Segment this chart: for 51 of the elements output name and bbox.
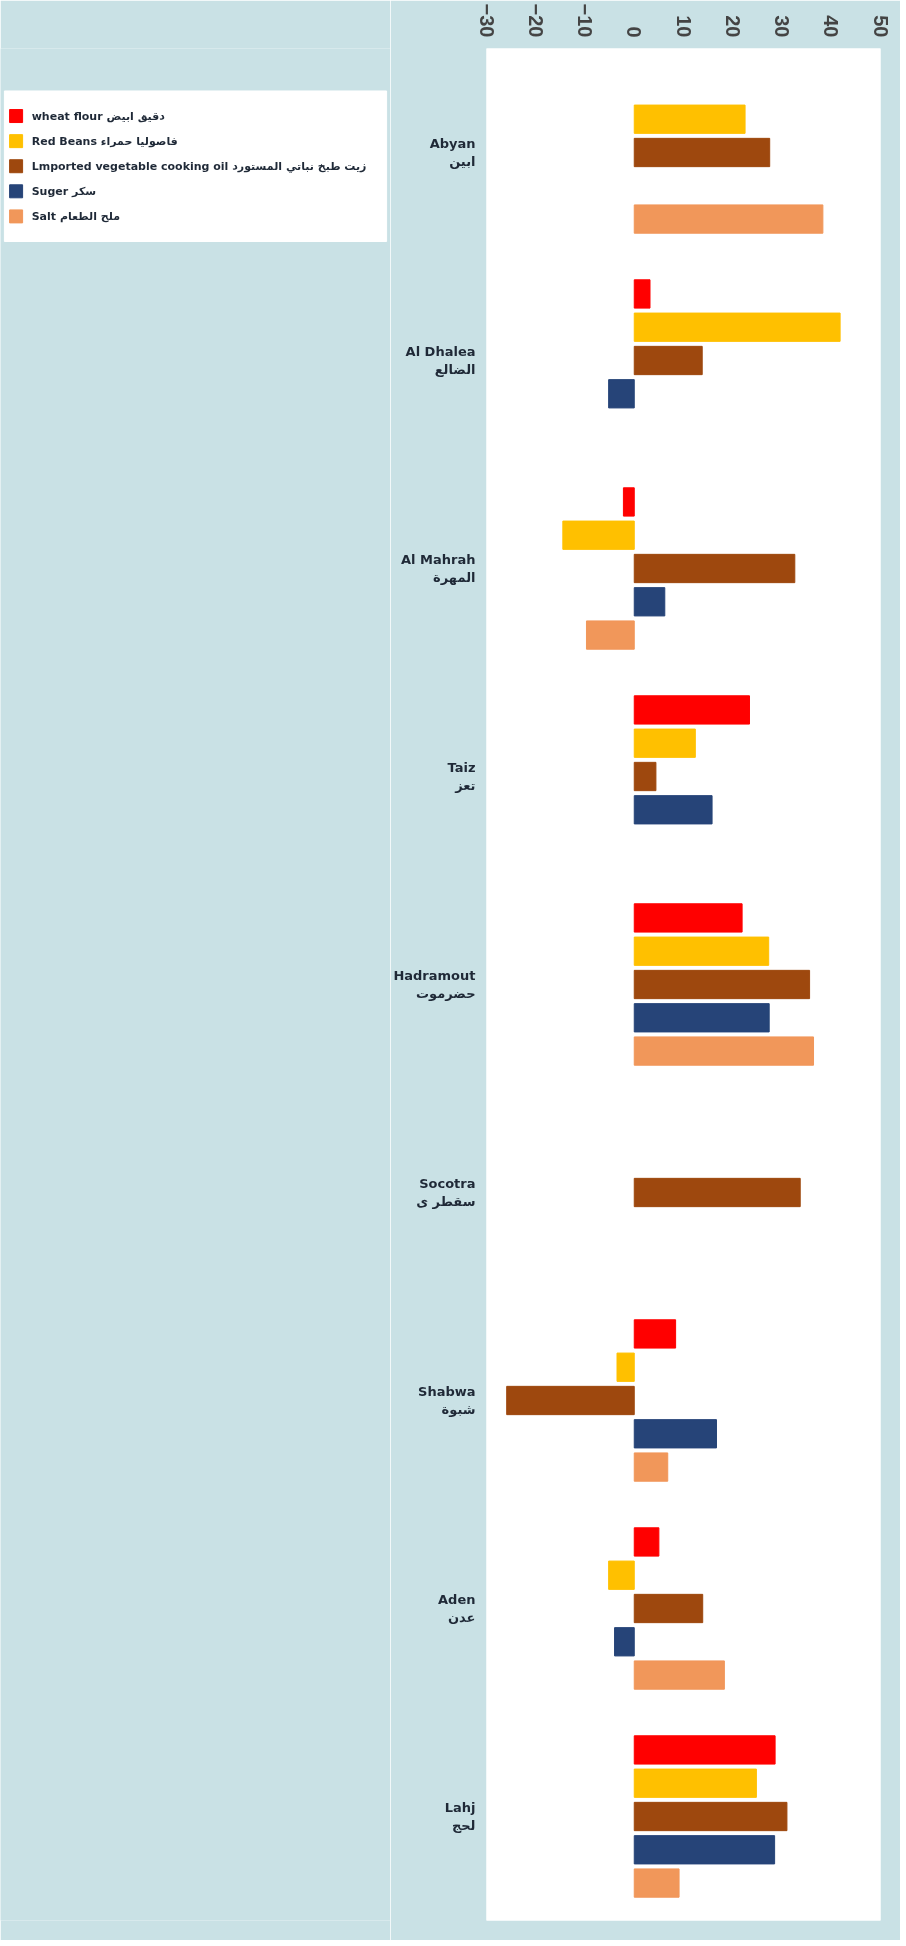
bar	[633, 1527, 660, 1557]
bar	[633, 1003, 770, 1033]
bar	[633, 761, 657, 792]
bar	[616, 1352, 635, 1382]
x-tick-label: 40	[820, 15, 843, 38]
x-tick-label: 50	[869, 15, 892, 38]
bar	[633, 795, 713, 825]
bar	[633, 1735, 776, 1765]
bar	[633, 553, 796, 584]
bar	[633, 1036, 815, 1066]
x-tick-label: 10	[672, 15, 695, 38]
x-tick-label: −20	[524, 3, 547, 38]
bar	[633, 1593, 704, 1624]
bar	[633, 695, 750, 725]
bar	[633, 1319, 677, 1349]
x-tick-label: −10	[574, 3, 596, 38]
bar	[633, 903, 743, 933]
legend-label: Suger سكر	[31, 184, 97, 198]
bar	[608, 379, 635, 409]
bar	[633, 1868, 680, 1898]
bar	[506, 1385, 635, 1416]
bar	[633, 279, 651, 309]
bar	[633, 104, 746, 134]
bar	[614, 1627, 635, 1657]
x-tick-label: −30	[475, 3, 498, 38]
bar	[633, 312, 841, 342]
x-tick-label: 0	[623, 26, 646, 38]
bar	[633, 204, 824, 234]
bar	[633, 1177, 801, 1208]
bar	[633, 1419, 717, 1449]
bar	[633, 728, 696, 758]
bar	[585, 620, 635, 650]
bar	[633, 345, 703, 376]
legend-label: Red Beans فاصوليا حمراء	[31, 134, 178, 148]
bar	[633, 1801, 788, 1832]
bar	[622, 487, 635, 517]
legend-label: Lmported vegetable cooking oil زيت طبخ نباتي المستورد	[31, 159, 367, 173]
x-tick-label: 30	[771, 15, 793, 38]
bar	[633, 587, 666, 617]
legend-label: Salt ملح الطعام	[31, 209, 120, 223]
bar	[633, 137, 771, 168]
x-tick-label: 20	[721, 15, 744, 38]
bar	[608, 1560, 635, 1590]
bar	[633, 969, 811, 1000]
bar	[633, 1835, 776, 1865]
bar	[633, 1452, 669, 1482]
bar	[633, 936, 770, 966]
legend-label: wheat flour دقيق ابيض	[31, 109, 166, 123]
bar	[633, 1768, 757, 1798]
bar	[633, 1660, 725, 1690]
bar	[562, 520, 635, 550]
